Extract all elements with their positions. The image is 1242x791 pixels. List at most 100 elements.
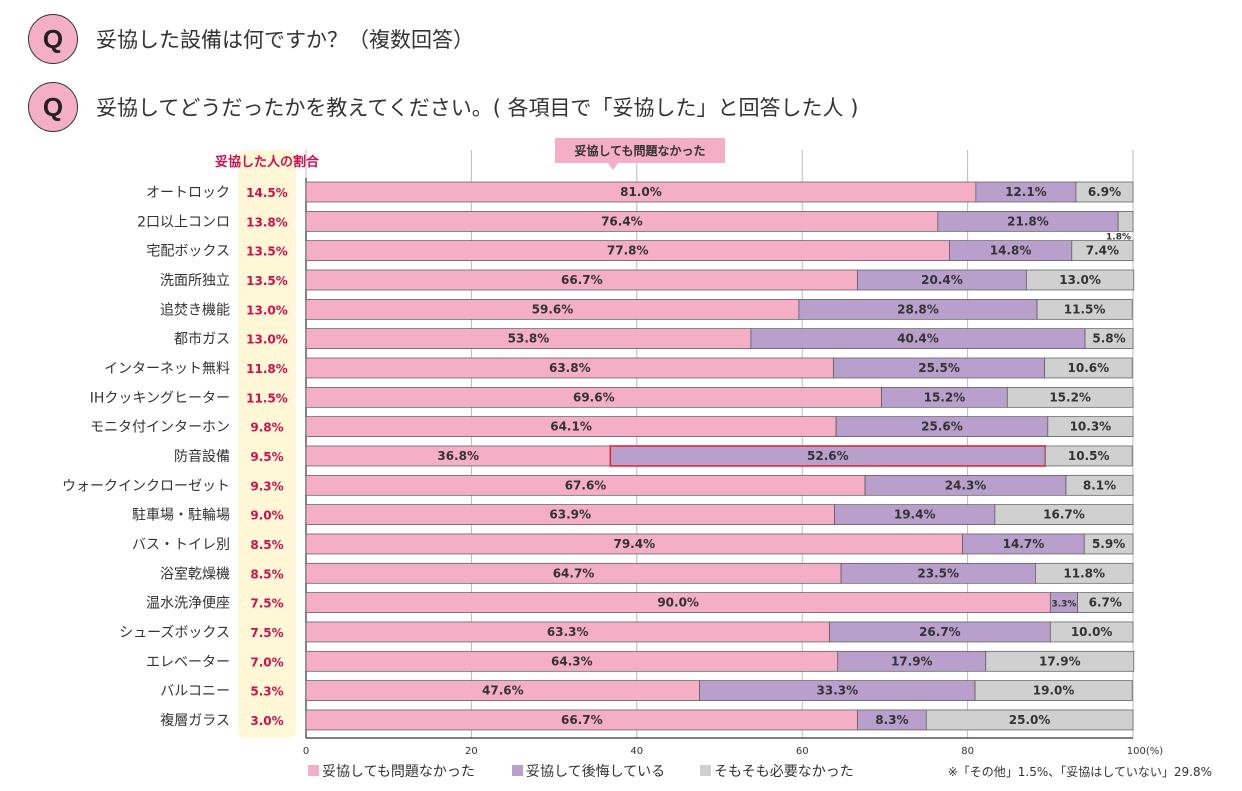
x-tick-label: 60 bbox=[796, 746, 809, 757]
bar-segment bbox=[974, 680, 1133, 701]
data-label: 59.6% bbox=[532, 302, 574, 316]
bar-segment bbox=[1065, 474, 1134, 496]
x-tick-label: 0 bbox=[303, 746, 309, 757]
share-value: 9.0% bbox=[250, 509, 283, 523]
annotation-pointer bbox=[608, 163, 618, 170]
data-label: 53.8% bbox=[508, 332, 550, 346]
data-label: 11.5% bbox=[1064, 302, 1106, 316]
data-label: 36.8% bbox=[437, 449, 479, 463]
data-label: 5.9% bbox=[1092, 537, 1125, 551]
x-tick-label: 20 bbox=[465, 746, 478, 757]
category-label: バルコニー bbox=[160, 684, 230, 700]
category-label: エレベーター bbox=[146, 654, 230, 670]
bar-segment bbox=[1036, 298, 1133, 320]
category-label: IHクッキングヒーター bbox=[90, 390, 230, 406]
category-label: 浴室乾燥機 bbox=[160, 565, 230, 582]
data-label: 10.3% bbox=[1070, 420, 1112, 434]
category-label: 温水洗浄便座 bbox=[146, 596, 230, 612]
data-label: 11.8% bbox=[1063, 566, 1105, 580]
legend-label: 妥協して後悔している bbox=[526, 764, 665, 780]
data-label: 10.0% bbox=[1071, 625, 1113, 639]
share-value: 13.0% bbox=[246, 303, 288, 317]
legend-swatch bbox=[512, 765, 523, 776]
data-label: 15.2% bbox=[924, 390, 966, 404]
data-label: 81.0% bbox=[620, 185, 662, 199]
category-label: 都市ガス bbox=[174, 331, 230, 348]
bar-segment bbox=[1035, 562, 1134, 584]
category-label: オートロック bbox=[146, 185, 230, 201]
legend-swatch bbox=[308, 765, 319, 776]
category-label: インターネット無料 bbox=[104, 361, 230, 377]
bar-segment bbox=[1006, 386, 1134, 408]
data-label: 33.3% bbox=[817, 684, 859, 698]
x-tick-label: 80 bbox=[961, 746, 974, 757]
data-label: 15.2% bbox=[1049, 390, 1091, 404]
annotation-label: 妥協しても問題なかった bbox=[574, 143, 705, 158]
data-label: 19.4% bbox=[894, 508, 936, 522]
bar-segment bbox=[1077, 592, 1134, 613]
share-column-bg bbox=[238, 150, 296, 738]
data-label: 19.0% bbox=[1033, 684, 1075, 698]
data-label: 64.7% bbox=[553, 566, 595, 580]
share-value: 9.3% bbox=[250, 479, 283, 493]
bar-segment bbox=[1117, 210, 1134, 232]
data-label: 1.8% bbox=[1106, 232, 1131, 242]
legend-label: そもそも必要なかった bbox=[714, 764, 854, 780]
data-label: 6.9% bbox=[1088, 185, 1121, 199]
data-label: 10.5% bbox=[1068, 449, 1110, 463]
data-label: 16.7% bbox=[1043, 508, 1085, 522]
bar-segment bbox=[1049, 621, 1134, 643]
annotation-box bbox=[555, 138, 725, 163]
data-label: 76.4% bbox=[601, 214, 643, 228]
legend-label: 妥協しても問題なかった bbox=[322, 764, 475, 780]
data-label: 63.8% bbox=[549, 361, 591, 375]
share-value: 13.8% bbox=[246, 215, 288, 229]
data-label: 77.8% bbox=[607, 244, 649, 258]
share-value: 7.5% bbox=[250, 626, 283, 640]
data-label: 8.1% bbox=[1083, 478, 1116, 492]
category-label: 洗面所独立 bbox=[160, 273, 230, 289]
share-value: 9.8% bbox=[250, 421, 283, 435]
bar-segment bbox=[1083, 533, 1134, 555]
data-label: 21.8% bbox=[1007, 214, 1049, 228]
bar-segment bbox=[1044, 357, 1133, 379]
bar-segment bbox=[994, 504, 1134, 525]
data-label: 12.1% bbox=[1005, 185, 1047, 199]
data-label: 13.0% bbox=[1059, 273, 1101, 287]
share-value: 7.5% bbox=[250, 597, 283, 611]
data-label: 66.7% bbox=[561, 273, 603, 287]
data-label: 63.9% bbox=[549, 508, 591, 522]
category-label: バス・トイレ別 bbox=[132, 537, 230, 553]
data-label: 24.3% bbox=[945, 478, 987, 492]
category-label: 追焚き機能 bbox=[160, 302, 230, 318]
bar-segment bbox=[1025, 269, 1135, 291]
data-label: 25.0% bbox=[1009, 713, 1051, 727]
bar-segment bbox=[1047, 416, 1134, 437]
data-label: 14.8% bbox=[990, 244, 1032, 258]
data-label: 20.4% bbox=[921, 273, 963, 287]
x-tick-label: 100(%) bbox=[1127, 746, 1163, 757]
share-value: 8.5% bbox=[250, 567, 283, 581]
share-value: 14.5% bbox=[246, 186, 288, 200]
share-value: 13.0% bbox=[246, 333, 288, 347]
share-value: 13.5% bbox=[246, 245, 288, 259]
data-label: 3.3% bbox=[1051, 600, 1076, 610]
data-label: 6.7% bbox=[1089, 596, 1122, 610]
bar-segment bbox=[1075, 181, 1134, 203]
share-value: 11.5% bbox=[246, 391, 288, 405]
question-1: 妥協した設備は何ですか？（複数回答） bbox=[96, 28, 474, 52]
question-2: 妥協してどうだったかを教えてください。( 各項目で「妥協した」と回答した人 ) bbox=[96, 96, 859, 120]
share-value: 5.3% bbox=[250, 685, 283, 699]
data-label: 64.1% bbox=[550, 420, 592, 434]
q-badge-1: Q bbox=[28, 14, 78, 64]
data-label: 8.3% bbox=[875, 713, 908, 727]
bar-segment bbox=[1044, 445, 1133, 467]
data-label: 26.7% bbox=[919, 625, 961, 639]
category-label: 宅配ボックス bbox=[146, 244, 230, 260]
data-label: 17.9% bbox=[1039, 654, 1081, 668]
q-badge-2: Q bbox=[28, 82, 78, 132]
data-label: 7.4% bbox=[1086, 244, 1119, 258]
bar-segment bbox=[985, 650, 1135, 672]
share-value: 11.8% bbox=[246, 362, 288, 376]
